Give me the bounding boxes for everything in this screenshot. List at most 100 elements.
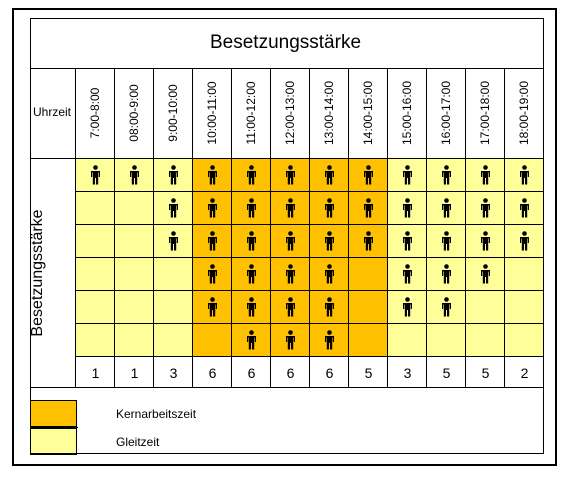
person-icon — [247, 230, 256, 250]
gleitzeit-cell — [466, 224, 505, 257]
staff-count: 6 — [325, 365, 334, 381]
gleitzeit-cell — [76, 191, 115, 224]
kernarbeitszeit-cell — [349, 257, 388, 290]
grid-line — [426, 68, 427, 388]
grid-line — [76, 356, 544, 357]
person-icon — [325, 329, 334, 349]
kernarbeitszeit-cell — [349, 191, 388, 224]
gleitzeit-cell — [115, 191, 154, 224]
gleitzeit-cell — [115, 290, 154, 323]
gleitzeit-cell — [466, 191, 505, 224]
gleitzeit-cell — [505, 191, 544, 224]
kernarbeitszeit-cell — [271, 290, 310, 323]
staff-count: 1 — [91, 365, 100, 381]
gleitzeit-cell — [154, 224, 193, 257]
gleitzeit-cell — [466, 290, 505, 323]
grid-line — [387, 68, 388, 388]
kernarbeitszeit-cell — [271, 323, 310, 356]
gleitzeit-cell — [115, 323, 154, 356]
gleitzeit-cell — [76, 290, 115, 323]
grid-line — [30, 68, 544, 69]
kernarbeitszeit-cell — [232, 224, 271, 257]
gleitzeit-cell — [427, 257, 466, 290]
person-icon — [403, 164, 412, 184]
person-icon — [325, 197, 334, 217]
staff-count: 2 — [520, 365, 529, 381]
legend-swatch-gleitzeit — [30, 428, 77, 455]
kernarbeitszeit-cell — [271, 257, 310, 290]
person-icon — [130, 164, 139, 184]
person-icon — [247, 164, 256, 184]
person-icon — [403, 296, 412, 316]
gleitzeit-cell — [388, 191, 427, 224]
person-icon — [247, 296, 256, 316]
gleitzeit-cell — [427, 191, 466, 224]
person-icon — [169, 230, 178, 250]
table-border-left — [30, 18, 31, 454]
person-icon — [208, 263, 217, 283]
person-icon — [286, 263, 295, 283]
grid-line — [76, 290, 544, 291]
person-icon — [520, 230, 529, 250]
kernarbeitszeit-cell — [310, 158, 349, 191]
table-border-bottom — [30, 453, 544, 454]
staff-count: 3 — [403, 365, 412, 381]
gleitzeit-cell — [388, 257, 427, 290]
person-icon — [403, 197, 412, 217]
person-icon — [286, 230, 295, 250]
gleitzeit-cell — [76, 224, 115, 257]
person-icon — [325, 263, 334, 283]
kernarbeitszeit-cell — [349, 158, 388, 191]
kernarbeitszeit-cell — [232, 257, 271, 290]
person-icon — [286, 197, 295, 217]
person-icon — [286, 164, 295, 184]
person-icon — [247, 197, 256, 217]
gleitzeit-cell — [427, 158, 466, 191]
kernarbeitszeit-cell — [232, 290, 271, 323]
kernarbeitszeit-cell — [232, 323, 271, 356]
grid-line — [465, 68, 466, 388]
grid-line — [30, 158, 544, 159]
person-icon — [208, 296, 217, 316]
person-icon — [208, 230, 217, 250]
person-icon — [520, 164, 529, 184]
person-icon — [403, 263, 412, 283]
table-border-top — [30, 18, 544, 19]
person-icon — [286, 296, 295, 316]
kernarbeitszeit-cell — [193, 158, 232, 191]
person-icon — [481, 197, 490, 217]
person-icon — [325, 230, 334, 250]
grid-line — [75, 68, 76, 388]
person-icon — [364, 230, 373, 250]
person-icon — [442, 197, 451, 217]
legend-label: Gleitzeit — [116, 435, 160, 449]
person-icon — [481, 164, 490, 184]
gleitzeit-cell — [154, 323, 193, 356]
gleitzeit-cell — [427, 290, 466, 323]
kernarbeitszeit-cell — [193, 290, 232, 323]
grid-line — [270, 68, 271, 388]
gleitzeit-cell — [154, 158, 193, 191]
kernarbeitszeit-cell — [310, 290, 349, 323]
kernarbeitszeit-cell — [193, 257, 232, 290]
staff-count: 5 — [364, 365, 373, 381]
staff-count: 6 — [247, 365, 256, 381]
person-icon — [442, 296, 451, 316]
kernarbeitszeit-cell — [232, 191, 271, 224]
grid-line — [192, 68, 193, 388]
staff-count: 3 — [169, 365, 178, 381]
grid-line — [76, 224, 544, 225]
staff-count: 1 — [130, 365, 139, 381]
person-icon — [520, 197, 529, 217]
kernarbeitszeit-cell — [310, 224, 349, 257]
kernarbeitszeit-cell — [310, 191, 349, 224]
gleitzeit-cell — [466, 323, 505, 356]
grid-line — [76, 191, 544, 192]
person-icon — [442, 263, 451, 283]
grid-line — [30, 387, 544, 388]
kernarbeitszeit-cell — [193, 224, 232, 257]
kernarbeitszeit-cell — [310, 257, 349, 290]
staff-count: 5 — [481, 365, 490, 381]
gleitzeit-cell — [505, 257, 544, 290]
